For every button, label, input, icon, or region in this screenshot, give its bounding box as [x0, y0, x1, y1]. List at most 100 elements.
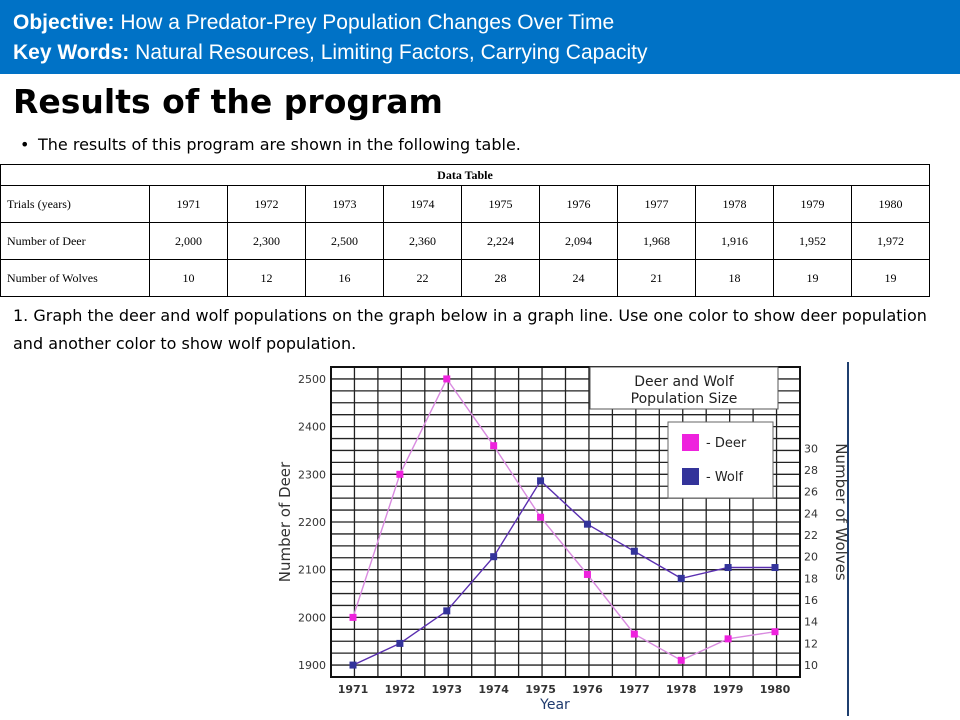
table-cell: 1,952 [773, 222, 852, 260]
table-cell: 24 [539, 259, 618, 297]
table-cell: 22 [383, 259, 462, 297]
y2-axis-label: Number of Wolves [832, 443, 850, 581]
x-tick-label: 1978 [666, 683, 697, 696]
series-line [352, 479, 775, 666]
y2-tick-label: 28 [804, 464, 818, 477]
data-point [724, 635, 732, 643]
y-tick-label: 2000 [298, 611, 326, 624]
row-header: Number of Wolves [0, 259, 150, 297]
objective-line: Objective: How a Predator-Prey Populatio… [13, 10, 614, 36]
table-cell: 2,224 [461, 222, 540, 260]
table-cell: 12 [227, 259, 306, 297]
table-cell: 1972 [227, 185, 306, 223]
data-point [630, 547, 638, 555]
question-text: 1. Graph the deer and wolf populations o… [13, 306, 927, 353]
data-point [490, 553, 498, 561]
keywords-label: Key Words: [13, 41, 130, 64]
table-cell: 1976 [539, 185, 618, 223]
table-cell: 1977 [617, 185, 696, 223]
data-point [677, 574, 685, 582]
y2-tick-label: 26 [804, 486, 818, 499]
table-cell: 1975 [461, 185, 540, 223]
x-tick-label: 1979 [713, 683, 744, 696]
table-cell: 2,360 [383, 222, 462, 260]
x-tick-label: 1980 [760, 683, 791, 696]
bullet-item: • The results of this program are shown i… [20, 135, 521, 154]
bullet-dot-icon: • [20, 135, 30, 154]
data-table-container: Data Table Trials (years) 1971 1972 1973… [0, 164, 930, 297]
data-point [443, 607, 451, 615]
bullet-text: The results of this program are shown in… [38, 135, 521, 154]
data-point [537, 477, 545, 485]
legend-label: - Wolf [706, 470, 743, 485]
data-table: Data Table Trials (years) 1971 1972 1973… [0, 164, 930, 297]
data-point [771, 564, 779, 572]
table-cell: 16 [305, 259, 384, 297]
y2-tick-label: 20 [804, 551, 818, 564]
data-point [443, 375, 451, 383]
chart-title-line-2: Population Size [631, 391, 738, 407]
chart-title-line-1: Deer and Wolf [634, 374, 734, 390]
table-cell: 19 [851, 259, 930, 297]
table-row: Number of Deer 2,000 2,300 2,500 2,360 2… [0, 222, 930, 260]
table-row: Number of Wolves 10 12 16 22 28 24 21 18… [0, 259, 930, 297]
x-tick-label: 1974 [478, 683, 509, 696]
row-header: Trials (years) [0, 185, 150, 223]
x-tick-label: 1973 [431, 683, 462, 696]
y-tick-label: 2500 [298, 373, 326, 386]
header-banner: Objective: How a Predator-Prey Populatio… [0, 0, 960, 74]
table-cell: 18 [695, 259, 774, 297]
y2-tick-label: 10 [804, 659, 818, 672]
table-cell: 2,500 [305, 222, 384, 260]
x-tick-label: 1977 [619, 683, 650, 696]
population-chart: 1900 2000 2100 2200 2300 2400 2500 10 12 14 16 18 20… [268, 362, 850, 716]
table-cell: 10 [149, 259, 228, 297]
objective-label: Objective: [13, 11, 115, 34]
legend-label: - Deer [706, 436, 747, 451]
data-table-caption: Data Table [0, 164, 930, 186]
legend-box [667, 421, 774, 499]
y-axis-label: Number of Deer [276, 461, 294, 582]
table-row: Trials (years) 1971 1972 1973 1974 1975 … [0, 185, 930, 223]
x-tick-label: 1972 [385, 683, 416, 696]
data-point [630, 630, 638, 638]
plot-border [330, 366, 801, 678]
y2-tick-label: 24 [804, 507, 818, 520]
y2-tick-label: 22 [804, 529, 818, 542]
y-tick-label: 2100 [298, 564, 326, 577]
legend-swatch [682, 468, 699, 485]
data-point [724, 564, 732, 572]
table-cell: 1974 [383, 185, 462, 223]
table-cell: 2,300 [227, 222, 306, 260]
table-cell: 1973 [305, 185, 384, 223]
objective-text: How a Predator-Prey Population Changes O… [114, 11, 615, 34]
data-point [771, 628, 779, 636]
y2-tick-label: 18 [804, 572, 818, 585]
row-header: Number of Deer [0, 222, 150, 260]
table-cell: 2,094 [539, 222, 618, 260]
x-axis-label: Year [539, 697, 570, 713]
data-point [583, 520, 591, 528]
y2-tick-label: 12 [804, 637, 818, 650]
chart-title-box [589, 366, 779, 410]
x-tick-label: 1975 [525, 683, 556, 696]
table-cell: 1971 [149, 185, 228, 223]
table-cell: 1,968 [617, 222, 696, 260]
data-point [349, 613, 357, 621]
table-cell: 1979 [773, 185, 852, 223]
table-cell: 28 [461, 259, 540, 297]
table-cell: 2,000 [149, 222, 228, 260]
slide-title: Results of the program [13, 82, 443, 121]
data-point [677, 656, 685, 664]
data-point [349, 661, 357, 669]
y-tick-label: 2300 [298, 468, 326, 481]
data-point [583, 570, 591, 578]
y2-tick-label: 30 [804, 442, 818, 455]
x-tick-label: 1971 [338, 683, 369, 696]
chart-svg: 1900 2000 2100 2200 2300 2400 2500 10 12 14 16 18 20… [268, 362, 850, 716]
y-tick-label: 2400 [298, 421, 326, 434]
y-tick-label: 2200 [298, 516, 326, 529]
y-tick-label: 1900 [298, 659, 326, 672]
series-line [352, 377, 776, 662]
table-cell: 1,916 [695, 222, 774, 260]
